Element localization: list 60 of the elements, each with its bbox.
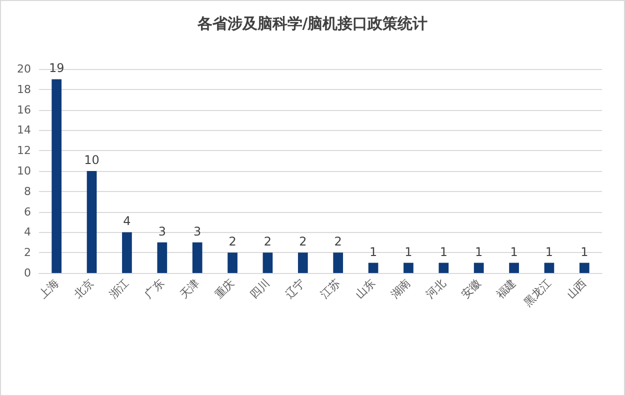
y-tick-label: 10 [17, 164, 31, 178]
x-tick-label: 福建 [494, 276, 519, 302]
y-tick-label: 2 [24, 246, 31, 260]
bar [122, 232, 132, 273]
data-label: 1 [580, 244, 588, 259]
y-tick-label: 12 [17, 144, 31, 158]
bar [52, 79, 62, 273]
x-tick-label: 湖南 [388, 276, 414, 302]
chart-title: 各省涉及脑科学/脑机接口政策统计 [196, 14, 428, 32]
bar [404, 262, 414, 273]
data-label: 2 [334, 234, 342, 249]
x-tick-label: 河北 [424, 276, 448, 302]
y-tick-label: 20 [17, 62, 31, 76]
x-tick-label: 黑龙江 [521, 276, 554, 309]
bar [438, 262, 449, 273]
x-tick-label: 安徽 [458, 276, 484, 302]
bar [86, 171, 97, 273]
bar [157, 242, 168, 273]
x-tick-label: 天津 [177, 276, 202, 302]
y-tick-label: 8 [24, 184, 31, 198]
data-label: 2 [228, 234, 236, 249]
x-tick-label: 重庆 [212, 276, 238, 302]
data-label: 10 [84, 153, 100, 167]
bar [579, 262, 590, 273]
x-tick-label: 江苏 [318, 276, 343, 302]
y-tick-label: 6 [24, 205, 31, 218]
bar [228, 252, 238, 273]
bar [298, 252, 308, 273]
data-label: 2 [299, 234, 307, 249]
data-label: 1 [369, 244, 378, 259]
bar [544, 262, 554, 273]
data-label: 3 [158, 224, 166, 238]
data-label: 19 [48, 61, 64, 76]
data-label: 2 [264, 234, 272, 249]
data-label: 1 [440, 244, 448, 259]
x-tick-label: 四川 [248, 276, 272, 302]
y-tick-label: 4 [24, 226, 31, 239]
bar [474, 262, 484, 273]
x-tick-label: 广东 [142, 276, 167, 302]
y-tick-label: 0 [24, 266, 31, 280]
y-tick-label: 16 [17, 103, 31, 116]
data-label: 4 [123, 214, 131, 228]
bar [333, 252, 344, 273]
y-tick-label: 18 [17, 82, 31, 96]
x-tick-label: 上海 [36, 276, 62, 302]
x-tick-label: 北京 [72, 276, 96, 302]
bar [509, 262, 519, 273]
data-label: 1 [545, 244, 554, 259]
data-label: 3 [194, 224, 202, 238]
data-label: 1 [404, 244, 412, 259]
bar [368, 262, 378, 273]
bar [262, 252, 273, 273]
bar [192, 242, 202, 273]
x-tick-label: 山西 [564, 276, 590, 302]
x-tick-label: 辽宁 [282, 276, 308, 302]
data-label: 1 [510, 244, 518, 259]
y-tick-label: 14 [17, 124, 31, 137]
x-tick-label: 浙江 [106, 276, 132, 302]
data-label: 1 [475, 244, 483, 259]
x-tick-label: 山东 [353, 276, 378, 302]
